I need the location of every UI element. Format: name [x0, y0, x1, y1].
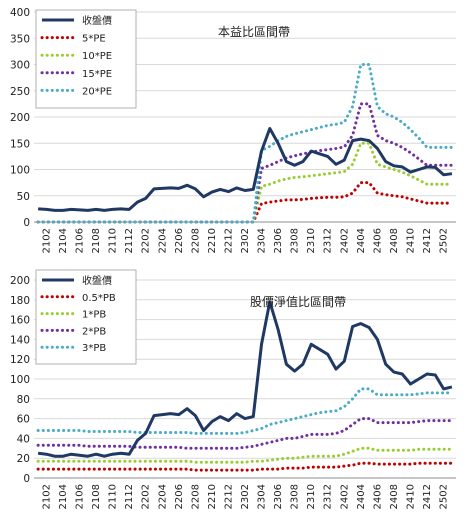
y-tick-label: 200	[10, 112, 30, 124]
legend-label: 2*PB	[82, 326, 106, 337]
x-tick-label: 2410	[405, 484, 416, 509]
y-tick-label: 40	[17, 433, 30, 445]
x-tick-label: 2304	[257, 484, 268, 509]
x-tick-label: 2110	[108, 484, 119, 509]
x-tick-label: 2404	[356, 228, 367, 253]
x-tick-label: 2204	[157, 228, 168, 253]
chart-title: 股價淨值比區間帶	[250, 294, 346, 309]
legend-label: 15*PE	[82, 69, 112, 80]
x-tick-label: 2210	[207, 228, 218, 253]
y-tick-label: 120	[10, 354, 30, 366]
x-tick-label: 2108	[91, 484, 102, 509]
x-tick-label: 2110	[108, 228, 119, 253]
legend-label: 5*PE	[82, 34, 106, 45]
x-tick-label: 2402	[339, 228, 350, 253]
y-tick-label: 300	[10, 60, 30, 72]
legend-label: 20*PE	[82, 86, 112, 97]
x-tick-label: 2202	[141, 484, 152, 509]
x-tick-label: 2406	[372, 484, 383, 509]
legend-label: 收盤價	[82, 274, 112, 287]
y-tick-label: 350	[10, 33, 30, 45]
x-tick-label: 2404	[356, 484, 367, 509]
x-tick-label: 2302	[240, 484, 251, 509]
x-tick-label: 2502	[439, 228, 450, 253]
x-tick-label: 2102	[41, 228, 52, 253]
y-tick-label: 160	[10, 315, 30, 327]
y-tick-label: 180	[10, 295, 30, 307]
chart-title: 本益比區間帶	[218, 25, 290, 39]
x-tick-label: 2106	[75, 484, 86, 509]
legend	[35, 269, 137, 365]
y-tick-label: 60	[17, 414, 30, 426]
series-line-band-3	[36, 417, 454, 450]
legend-label: 10*PE	[82, 51, 112, 62]
x-tick-label: 2408	[389, 228, 400, 253]
pe-band-chart-panel: 0 50 100 150 200 250 300 350 400 2102 2104 2106 2108…	[0, 2, 466, 264]
x-tick-label: 2210	[207, 484, 218, 509]
x-tick-label: 2208	[190, 228, 201, 253]
x-tick-label: 2408	[389, 484, 400, 509]
x-tick-label: 2208	[190, 484, 201, 509]
x-tick-label: 2410	[405, 228, 416, 253]
x-tick-label: 2202	[141, 228, 152, 253]
series-line-band-4	[36, 63, 454, 224]
x-tick-label: 2412	[422, 484, 433, 509]
x-tick-label: 2302	[240, 228, 251, 253]
x-tick-label: 2112	[124, 484, 135, 509]
y-tick-label: 400	[10, 7, 30, 19]
y-tick-label: 20	[17, 453, 30, 465]
y-tick-label: 150	[10, 138, 30, 150]
x-tick-label: 2310	[306, 484, 317, 509]
x-tick-label: 2102	[41, 484, 52, 509]
x-tick-label: 2412	[422, 228, 433, 253]
y-tick-label: 50	[17, 191, 30, 203]
x-tick-label: 2306	[273, 484, 284, 509]
x-tick-label: 2206	[174, 228, 185, 253]
pb-band-chart: 0 20 40 60 80 100 120 140 160 180 200 2102 2104 2106 2…	[10, 269, 456, 509]
x-tick-label: 2212	[223, 484, 234, 509]
series-line-close-price	[37, 300, 453, 458]
x-tick-label: 2112	[124, 228, 135, 253]
y-tick-label: 140	[10, 334, 30, 346]
x-tick-label: 2402	[339, 484, 350, 509]
x-tick-label: 2106	[75, 228, 86, 253]
pb-band-chart-panel: 0 20 40 60 80 100 120 140 160 180 200 2102 2104 2106 2…	[0, 268, 466, 530]
y-tick-label: 200	[10, 275, 30, 287]
legend-label: 1*PB	[82, 310, 106, 321]
legend-label: 0.5*PB	[82, 293, 116, 304]
x-tick-label: 2312	[323, 484, 334, 509]
series-line-band-1	[36, 461, 454, 472]
legend-label: 3*PB	[82, 343, 106, 354]
y-tick-label: 80	[17, 394, 30, 406]
x-tick-label: 2104	[58, 228, 69, 253]
y-tick-label: 0	[23, 217, 30, 229]
x-tick-label: 2306	[273, 228, 284, 253]
x-tick-label: 2308	[290, 484, 301, 509]
y-tick-label: 100	[10, 165, 30, 177]
pe-band-chart: 0 50 100 150 200 250 300 350 400 2102 2104 2106 2108…	[10, 7, 456, 253]
x-tick-label: 2310	[306, 228, 317, 253]
x-tick-label: 2308	[290, 228, 301, 253]
x-tick-label: 2502	[439, 484, 450, 509]
y-tick-label: 0	[23, 473, 30, 485]
x-tick-label: 2212	[223, 228, 234, 253]
legend-label: 收盤價	[82, 14, 112, 27]
series-line-band-2	[36, 446, 454, 464]
series-line-band-1	[36, 181, 454, 224]
x-tick-label: 2304	[257, 228, 268, 253]
y-tick-label: 100	[10, 374, 30, 386]
x-tick-label: 2204	[157, 484, 168, 509]
series-line-close-price	[38, 127, 453, 212]
y-tick-label: 250	[10, 86, 30, 98]
series-line-band-3	[36, 102, 454, 224]
x-tick-label: 2406	[372, 228, 383, 253]
x-tick-label: 2206	[174, 484, 185, 509]
x-tick-label: 2312	[323, 228, 334, 253]
series-line-band-4	[36, 387, 454, 435]
x-tick-label: 2104	[58, 484, 69, 509]
x-tick-label: 2108	[91, 228, 102, 253]
